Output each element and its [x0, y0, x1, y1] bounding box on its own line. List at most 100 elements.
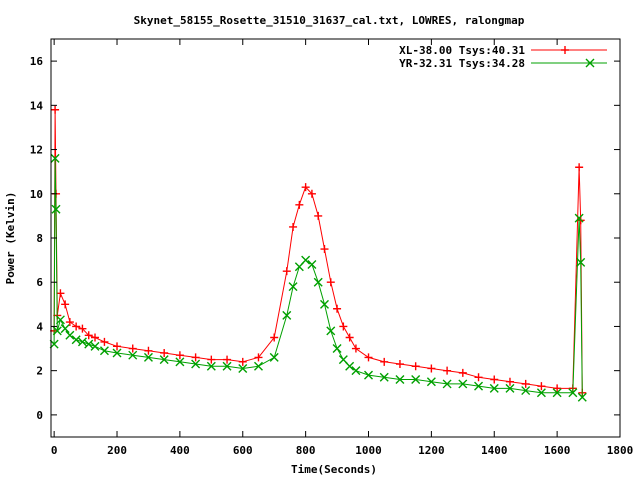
- data-point-1: [55, 315, 65, 325]
- data-point-0: [395, 360, 404, 369]
- data-point-1: [238, 363, 248, 373]
- data-point-0: [207, 355, 216, 364]
- y-tick-label: 8: [36, 232, 43, 245]
- data-point-0: [51, 105, 60, 114]
- x-tick-label: 1000: [355, 444, 382, 457]
- data-point-0: [427, 364, 436, 373]
- data-point-0: [411, 362, 420, 371]
- data-point-0: [458, 368, 467, 377]
- plot-frame: [50, 38, 621, 438]
- data-point-0: [333, 304, 342, 313]
- data-point-0: [326, 278, 335, 287]
- y-tick-label: 2: [36, 365, 43, 378]
- legend-marker-yr: [585, 58, 595, 68]
- data-point-1: [90, 341, 100, 351]
- data-point-1: [574, 213, 584, 223]
- data-point-0: [61, 300, 70, 309]
- x-tick-label: 600: [233, 444, 253, 457]
- data-point-0: [364, 353, 373, 362]
- data-point-0: [314, 211, 323, 220]
- legend-label-xl: XL-38.00 Tsys:40.31: [399, 44, 525, 57]
- data-point-1: [51, 204, 61, 214]
- legend-label-yr: YR-32.31 Tsys:34.28: [399, 57, 525, 70]
- y-axis-label: Power (Kelvin): [4, 192, 17, 285]
- data-point-0: [295, 200, 304, 209]
- data-point-0: [443, 366, 452, 375]
- data-point-0: [100, 337, 109, 346]
- axis-ticks: 0 200 400 600 800 1000 1200 1400 1600 1800 0 2 4 6 8 10…: [30, 39, 633, 457]
- x-tick-label: 200: [107, 444, 127, 457]
- data-point-1: [65, 330, 75, 340]
- data-point-1: [50, 153, 60, 163]
- data-point-1: [71, 335, 81, 345]
- data-point-1: [326, 326, 336, 336]
- data-point-0: [72, 322, 81, 331]
- data-point-1: [345, 361, 355, 371]
- data-point-0: [345, 333, 354, 342]
- data-point-0: [191, 353, 200, 362]
- y-tick-label: 4: [36, 320, 43, 333]
- data-point-1: [395, 375, 405, 385]
- data-point-1: [269, 352, 279, 362]
- data-point-1: [52, 326, 62, 336]
- data-point-1: [206, 361, 216, 371]
- data-point-1: [458, 379, 468, 389]
- data-point-0: [351, 344, 360, 353]
- data-point-1: [60, 324, 70, 334]
- data-point-1: [282, 310, 292, 320]
- data-point-1: [112, 348, 122, 358]
- data-point-1: [536, 388, 546, 398]
- data-point-1: [351, 366, 361, 376]
- data-point-0: [474, 373, 483, 382]
- data-point-1: [521, 386, 531, 396]
- data-point-0: [521, 379, 530, 388]
- series-line-0: [53, 109, 583, 393]
- data-point-1: [568, 388, 578, 398]
- data-point-1: [307, 260, 317, 270]
- data-point-1: [489, 383, 499, 393]
- y-tick-label: 10: [30, 188, 43, 201]
- data-point-1: [332, 344, 342, 354]
- data-point-1: [474, 381, 484, 391]
- x-tick-label: 1400: [481, 444, 508, 457]
- data-point-0: [175, 351, 184, 360]
- data-point-0: [575, 163, 584, 172]
- x-tick-label: 400: [170, 444, 190, 457]
- data-point-0: [380, 357, 389, 366]
- data-point-0: [505, 377, 514, 386]
- data-point-1: [143, 352, 153, 362]
- data-point-1: [191, 359, 201, 369]
- data-point-1: [77, 337, 87, 347]
- data-point-0: [270, 333, 279, 342]
- data-point-0: [144, 346, 153, 355]
- y-tick-label: 16: [30, 55, 44, 68]
- data-point-1: [159, 355, 169, 365]
- data-point-0: [553, 384, 562, 393]
- data-point-0: [84, 331, 93, 340]
- y-tick-label: 14: [30, 99, 44, 112]
- data-point-1: [301, 255, 311, 265]
- y-tick-label: 0: [36, 409, 43, 422]
- data-point-0: [282, 267, 291, 276]
- data-point-0: [320, 245, 329, 254]
- data-point-1: [505, 383, 515, 393]
- data-point-0: [339, 322, 348, 331]
- data-point-1: [320, 299, 329, 309]
- x-tick-label: 1600: [544, 444, 571, 457]
- data-point-1: [426, 377, 436, 387]
- data-point-0: [490, 375, 499, 384]
- data-point-0: [78, 324, 87, 333]
- data-point-0: [160, 348, 169, 357]
- data-point-0: [537, 382, 546, 391]
- data-point-1: [313, 277, 323, 287]
- data-point-1: [253, 361, 263, 371]
- data-point-1: [288, 282, 298, 292]
- marks-layer: [49, 105, 587, 402]
- y-tick-label: 12: [30, 144, 43, 157]
- data-point-1: [175, 357, 185, 367]
- data-point-1: [364, 370, 374, 380]
- data-point-1: [577, 392, 587, 402]
- y-tick-label: 6: [36, 276, 43, 289]
- data-point-0: [254, 353, 263, 362]
